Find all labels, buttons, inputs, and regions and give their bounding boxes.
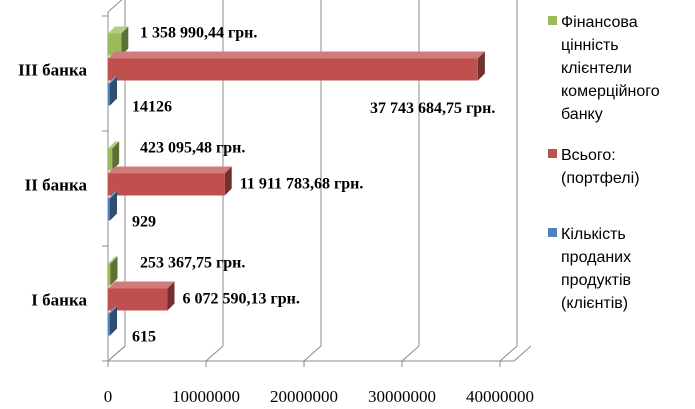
data-label: 37 743 684,75 грн. bbox=[370, 100, 495, 117]
bar bbox=[108, 263, 111, 286]
gridline-floor bbox=[401, 345, 420, 362]
bar-side bbox=[112, 141, 120, 171]
data-label: 11 911 783,68 грн. bbox=[240, 176, 364, 193]
bar-top bbox=[108, 191, 117, 199]
category-label: I банка bbox=[31, 291, 87, 310]
bar bbox=[108, 148, 113, 171]
axes: 0 10000000 20000000 30000000 40000000 I банка… bbox=[18, 0, 534, 406]
legend-swatch bbox=[548, 149, 557, 158]
gridline-floor bbox=[303, 345, 322, 362]
data-label: 6 072 590,13 грн. bbox=[183, 291, 300, 308]
x-tick-label: 0 bbox=[104, 387, 113, 406]
bar-side bbox=[477, 51, 485, 81]
legend-label: (портфелі) bbox=[561, 170, 640, 187]
data-label: 253 367,75 грн. bbox=[140, 255, 245, 272]
x-tick-label: 20000000 bbox=[270, 387, 338, 406]
bar bbox=[108, 313, 110, 336]
bar-side bbox=[110, 191, 117, 221]
legend-label: Фінансова bbox=[561, 14, 638, 31]
bar-side bbox=[110, 76, 117, 106]
floor-edge bbox=[513, 345, 532, 362]
legend: Фінансова цінність клієнтели комерційного ба… bbox=[548, 14, 660, 312]
legend-swatch bbox=[548, 16, 557, 25]
bar bbox=[108, 288, 168, 311]
data-labels: 253 367,75 грн. 423 095,48 грн. 1 358 990,… bbox=[132, 25, 495, 346]
gridline-floor bbox=[499, 345, 518, 362]
bar-side bbox=[110, 306, 117, 336]
bar-top bbox=[108, 51, 485, 59]
legend-label: комерційного bbox=[561, 83, 660, 100]
data-label: 615 bbox=[132, 329, 156, 346]
bar-side bbox=[224, 166, 232, 196]
data-label: 929 bbox=[132, 214, 156, 231]
category-label: III банка bbox=[18, 61, 87, 80]
bar bbox=[108, 58, 478, 81]
data-label: 14126 bbox=[132, 99, 172, 116]
x-tick-label: 30000000 bbox=[368, 387, 436, 406]
bar-side bbox=[167, 281, 175, 311]
bar-side bbox=[121, 26, 129, 56]
bar bbox=[108, 173, 225, 196]
bar-side bbox=[110, 256, 118, 286]
category-label: II банка bbox=[25, 176, 88, 195]
legend-label: (клієнтів) bbox=[561, 295, 628, 312]
legend-swatch bbox=[548, 228, 557, 237]
bar bbox=[108, 83, 110, 106]
bar-top bbox=[108, 281, 175, 289]
x-tick-label: 10000000 bbox=[172, 387, 240, 406]
bar bbox=[108, 33, 122, 56]
legend-label: Кількість bbox=[561, 226, 626, 243]
legend-label: проданих bbox=[561, 249, 631, 266]
bar-top bbox=[108, 26, 129, 34]
bar-top bbox=[108, 256, 118, 264]
legend-label: продуктів bbox=[561, 272, 631, 289]
bar-top bbox=[108, 306, 117, 314]
bar bbox=[108, 198, 110, 221]
bars bbox=[108, 26, 485, 336]
data-label: 423 095,48 грн. bbox=[140, 140, 245, 157]
bar-top bbox=[108, 76, 117, 84]
gridline-floor bbox=[205, 345, 224, 362]
bar-top bbox=[108, 166, 232, 174]
x-tick-label: 40000000 bbox=[466, 387, 534, 406]
data-label: 1 358 990,44 грн. bbox=[140, 25, 257, 42]
legend-label: цінність bbox=[561, 37, 619, 54]
bar-top bbox=[108, 141, 120, 149]
legend-label: клієнтели bbox=[561, 60, 632, 77]
legend-label: банку bbox=[561, 106, 603, 123]
legend-label: Всього: bbox=[561, 147, 616, 164]
side-wall bbox=[107, 0, 126, 363]
